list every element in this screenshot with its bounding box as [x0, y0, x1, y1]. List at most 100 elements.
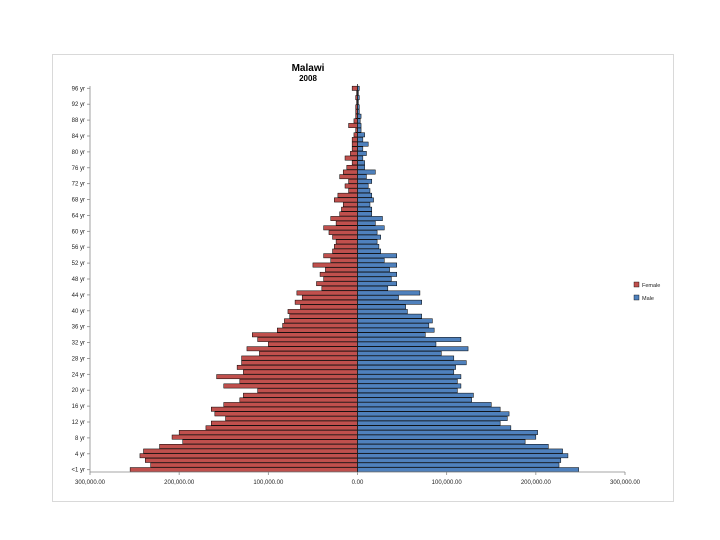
male-bar [358, 449, 563, 453]
male-bar [358, 393, 474, 397]
female-bar [217, 375, 358, 379]
female-bar [324, 254, 358, 258]
male-bar [358, 305, 406, 309]
female-bar [243, 370, 357, 374]
female-bar [284, 319, 357, 323]
male-bar [358, 249, 381, 253]
x-tick-label: 300,000.00 [610, 480, 641, 486]
female-bar [352, 86, 357, 90]
male-bar [358, 426, 511, 430]
female-bar [224, 402, 358, 406]
female-bar [347, 165, 358, 169]
male-bar [358, 212, 372, 216]
male-bar [358, 175, 367, 179]
female-bar [302, 295, 357, 299]
male-bar [358, 351, 442, 355]
female-bar [340, 175, 358, 179]
legend-label-male: Male [642, 296, 654, 302]
male-bar [358, 268, 390, 272]
male-bar [358, 156, 363, 160]
y-tick-label: 16 yr [72, 404, 85, 410]
y-tick-label: 72 yr [72, 182, 85, 188]
female-bar [320, 272, 357, 276]
female-bar [329, 230, 358, 234]
female-bar [352, 137, 357, 141]
male-bar [358, 384, 461, 388]
female-bar [172, 435, 357, 439]
male-bar [358, 165, 365, 169]
chart-subtitle: 2008 [299, 74, 317, 83]
female-bar [324, 226, 358, 230]
female-bar [242, 361, 358, 365]
female-bar [352, 147, 357, 151]
female-bar [268, 342, 357, 346]
y-tick-label: 24 yr [72, 372, 85, 378]
female-bar [349, 123, 358, 127]
female-bar [313, 263, 358, 267]
female-bar [334, 244, 357, 248]
female-bar [237, 365, 357, 369]
male-bar [358, 421, 501, 425]
female-bar [333, 249, 358, 253]
male-bar [358, 193, 372, 197]
male-bar [358, 216, 383, 220]
female-bar [215, 412, 358, 416]
male-bar [358, 398, 472, 402]
y-tick-label: <1 yr [71, 468, 85, 474]
male-bar [358, 235, 381, 239]
female-bar [343, 170, 357, 174]
x-tick-label: 0.00 [352, 480, 364, 486]
male-bar [358, 309, 408, 313]
y-tick-label: 8 yr [75, 436, 85, 442]
male-bar [358, 119, 361, 123]
female-bar [336, 240, 357, 244]
female-bar [331, 258, 358, 262]
male-bar [358, 375, 461, 379]
female-bar [345, 156, 357, 160]
female-bar [144, 449, 358, 453]
male-bar [358, 365, 456, 369]
male-bar [358, 142, 369, 146]
x-tick-label: 200,000.00 [164, 480, 195, 486]
female-bar [336, 221, 357, 225]
y-tick-label: 60 yr [72, 229, 85, 235]
female-bar [252, 333, 357, 337]
y-tick-label: 20 yr [72, 388, 85, 394]
female-bar [349, 188, 358, 192]
y-tick-label: 4 yr [75, 452, 85, 458]
female-bar [288, 309, 358, 313]
female-bar [297, 291, 358, 295]
female-bar [259, 351, 357, 355]
male-bar [358, 272, 397, 276]
female-bar [211, 407, 357, 411]
y-tick-label: 56 yr [72, 245, 85, 251]
male-bar [358, 254, 397, 258]
male-bar [358, 291, 420, 295]
male-bar [358, 463, 560, 467]
female-bar [240, 398, 358, 402]
male-bar [358, 286, 388, 290]
female-bar [258, 337, 358, 341]
male-bar [358, 379, 458, 383]
female-bar [206, 426, 358, 430]
legend-swatch-female [634, 282, 639, 287]
male-bar [358, 244, 379, 248]
female-bar [316, 282, 357, 286]
male-bar [358, 240, 378, 244]
y-tick-label: 48 yr [72, 277, 85, 283]
y-tick-label: 84 yr [72, 134, 85, 140]
female-bar [322, 286, 358, 290]
male-bar [358, 388, 458, 392]
female-bar [295, 300, 357, 304]
male-bar [358, 337, 461, 341]
male-bar [358, 263, 397, 267]
male-bar [358, 402, 492, 406]
male-bar [358, 133, 365, 137]
male-bar [358, 412, 510, 416]
male-bar [358, 430, 538, 434]
female-bar [243, 393, 357, 397]
male-bar [358, 328, 435, 332]
female-bar [333, 235, 358, 239]
male-bar [358, 179, 372, 183]
male-bar [358, 151, 367, 155]
